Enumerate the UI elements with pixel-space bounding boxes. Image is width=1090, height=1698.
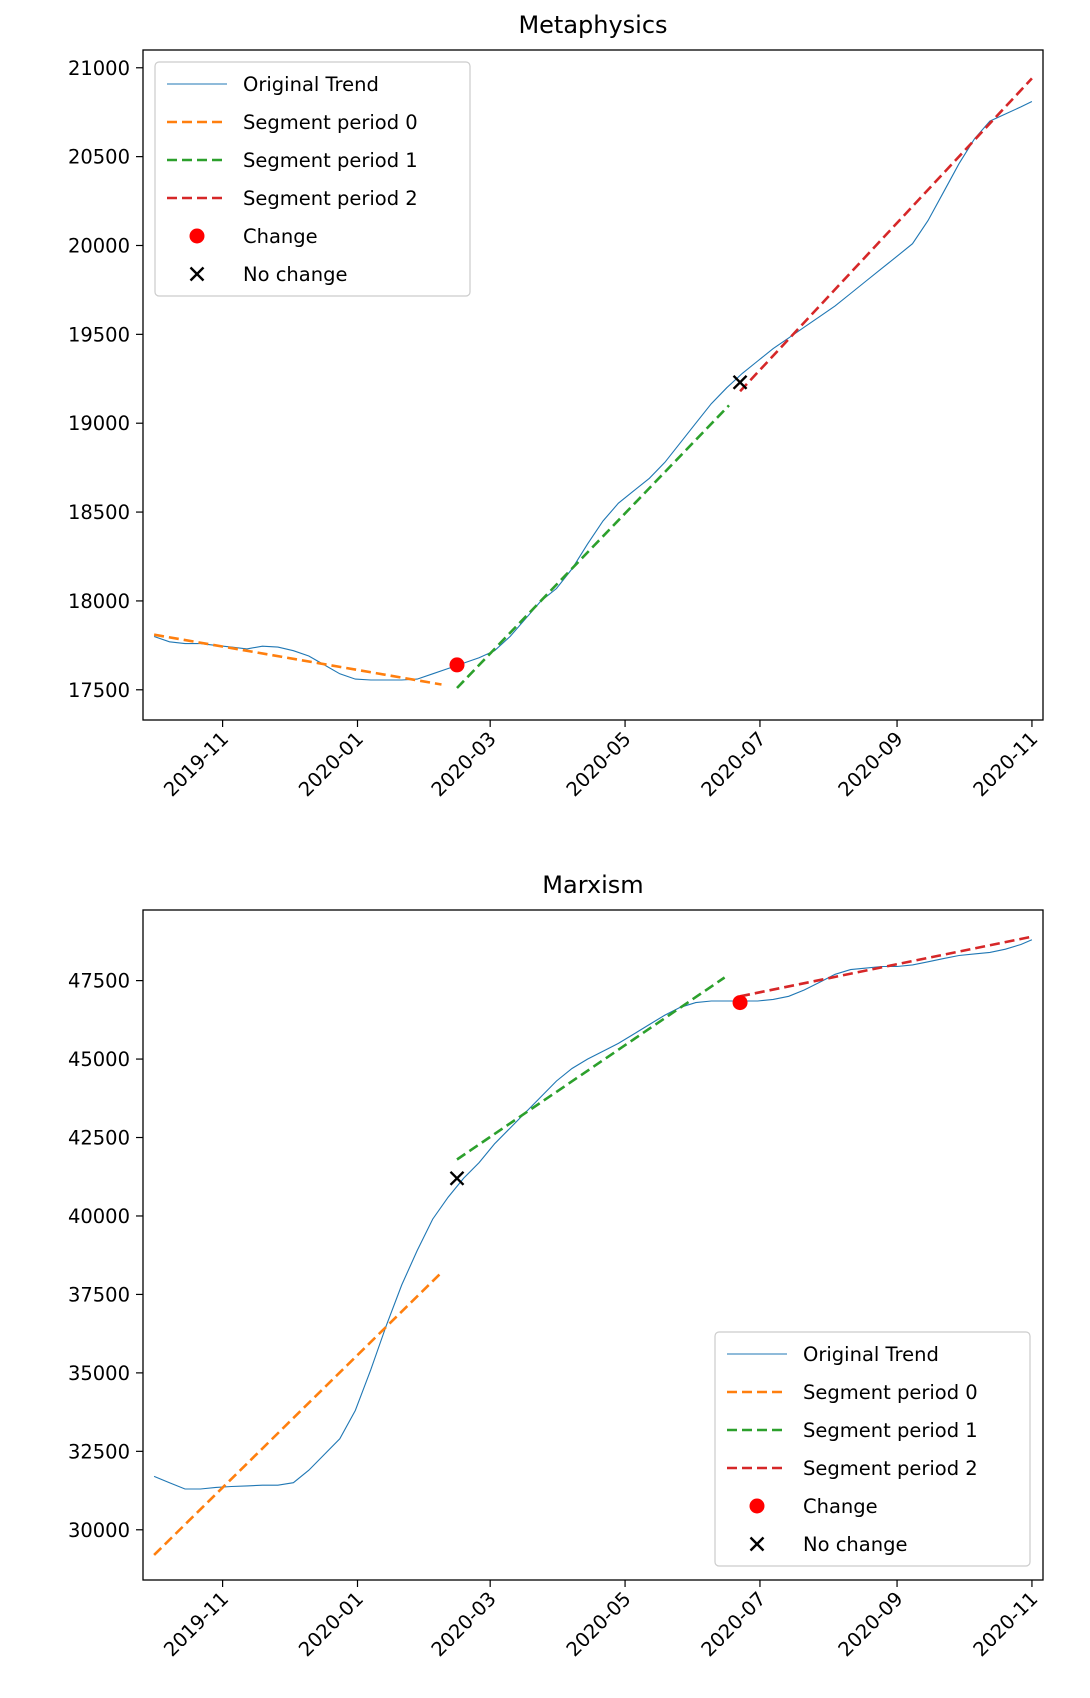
legend-label: Original Trend [803,1343,939,1366]
series-segment-period-0 [153,1271,443,1556]
legend-label: Original Trend [243,73,379,96]
x-tick-label: 2020-07 [697,1587,771,1661]
legend-item-segment-period-1: Segment period 1 [167,149,418,172]
y-tick-label: 18500 [68,501,130,524]
y-tick-label: 20000 [68,234,130,257]
x-tick-label: 2020-05 [562,727,636,801]
y-tick-label: 32500 [68,1440,130,1463]
chart-marxism: Marxism 30000 32500 35000 37500 40000 42500 450… [68,871,1044,1661]
x-tick-label: 2020-05 [562,1587,636,1661]
legend-label: Segment period 0 [803,1381,978,1404]
y-tick-label: 18000 [68,590,130,613]
x-tick-label: 2020-09 [834,727,908,801]
series-segment-period-1 [456,404,730,689]
legend-box [154,61,471,297]
x-tick-label: 2020-03 [427,1587,501,1661]
x-tick-label: 2019-11 [159,727,233,801]
y-tick-label: 35000 [68,1362,130,1385]
x-tick-label: 2020-01 [294,727,368,801]
legend-label: Change [803,1495,878,1518]
series-segment-period-2 [739,935,1033,998]
y-tick-label: 45000 [68,1048,130,1071]
legend-label: No change [803,1533,907,1556]
y-tick-label: 17500 [68,679,130,702]
legend-box [714,1331,1031,1567]
legend-item-change: Change [749,1495,878,1518]
series-original-trend [153,101,1033,681]
legend-item-no-change: No change [749,1533,907,1556]
legend-item-segment-period-0: Segment period 0 [167,111,418,134]
legend-label: Segment period 2 [803,1457,978,1480]
y-tick-label: 21000 [68,57,130,80]
marker-change [449,657,465,673]
chart-title: Metaphysics [518,11,667,39]
series-segment-period-2 [739,77,1033,393]
axes-frame [142,49,1044,721]
y-tick-label: 47500 [68,970,130,993]
chart-metaphysics: Metaphysics 17500 18000 18500 19000 19500 2000… [68,11,1044,801]
legend-label: Segment period 1 [243,149,418,172]
legend-label: No change [243,263,347,286]
legend-item-segment-period-2: Segment period 2 [167,187,418,210]
legend-item-segment-period-0: Segment period 0 [727,1381,978,1404]
legend-handle [749,1536,765,1552]
x-tick-label: 2020-11 [969,727,1043,801]
y-tick-label: 19000 [68,412,130,435]
y-tick-label: 20500 [68,146,130,169]
legend-handle [189,266,205,282]
legend-label: Segment period 1 [803,1419,978,1442]
legend-label: Segment period 0 [243,111,418,134]
x-tick-label: 2020-01 [294,1587,368,1661]
y-tick-label: 30000 [68,1519,130,1542]
chart-title: Marxism [542,871,643,899]
legend-label: Segment period 2 [243,187,418,210]
legend-label: Change [243,225,318,248]
y-tick-label: 42500 [68,1127,130,1150]
x-tick-label: 2020-09 [834,1587,908,1661]
legend-item-original-trend: Original Trend [727,1343,939,1366]
legend-item-segment-period-2: Segment period 2 [727,1457,978,1480]
legend-item-no-change: No change [189,263,347,286]
legend-item-original-trend: Original Trend [167,73,379,96]
legend: Original Trend Segment period 0 Segment pe… [154,61,471,297]
y-tick-label: 37500 [68,1283,130,1306]
legend-item-segment-period-1: Segment period 1 [727,1419,978,1442]
marker-no-change [449,1170,465,1186]
x-tick-label: 2020-03 [427,727,501,801]
x-tick-label: 2019-11 [159,1587,233,1661]
legend-handle [189,228,205,244]
legend-item-change: Change [189,225,318,248]
legend: Original Trend Segment period 0 Segment pe… [714,1331,1031,1567]
y-tick-label: 40000 [68,1205,130,1228]
x-tick-label: 2020-11 [969,1587,1043,1661]
marker-change [732,995,748,1011]
marker-no-change [732,374,748,390]
y-tick-label: 19500 [68,323,130,346]
series-segment-period-0 [153,633,442,686]
axes-frame [142,909,1044,1581]
series-segment-period-1 [456,976,726,1161]
x-tick-label: 2020-07 [697,727,771,801]
legend-handle [749,1498,765,1514]
